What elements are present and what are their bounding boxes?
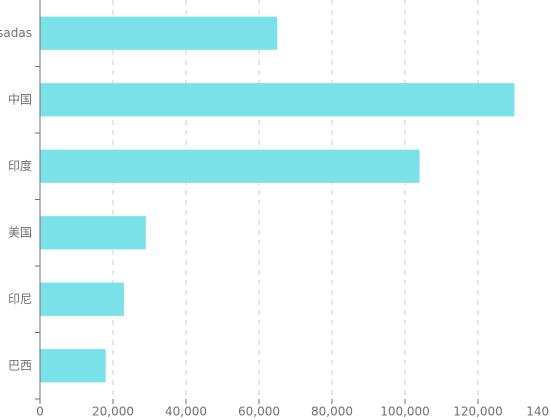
x-tick-label: 80,000 (311, 405, 353, 419)
y-tick-label: 巴西 (8, 358, 32, 372)
bar (40, 149, 420, 183)
bar (40, 16, 278, 50)
x-tick-label: 20,000 (92, 405, 134, 419)
y-tick-label: 美国 (8, 225, 32, 239)
x-tick-label: 140,000 (526, 405, 550, 419)
bar (40, 349, 106, 383)
bar (40, 83, 515, 117)
bar (40, 282, 124, 316)
x-tick-label: 0 (36, 405, 44, 419)
x-tick-label: 100,000 (380, 405, 430, 419)
x-tick-label: 60,000 (238, 405, 280, 419)
bar (40, 216, 146, 250)
y-tick-label: sadas (0, 26, 32, 40)
y-tick-label: 印尼 (8, 292, 32, 306)
x-tick-label: 120,000 (453, 405, 503, 419)
y-tick-label: 中国 (8, 91, 32, 106)
y-tick-label: 印度 (8, 158, 32, 173)
x-tick-label: 40,000 (165, 405, 207, 419)
